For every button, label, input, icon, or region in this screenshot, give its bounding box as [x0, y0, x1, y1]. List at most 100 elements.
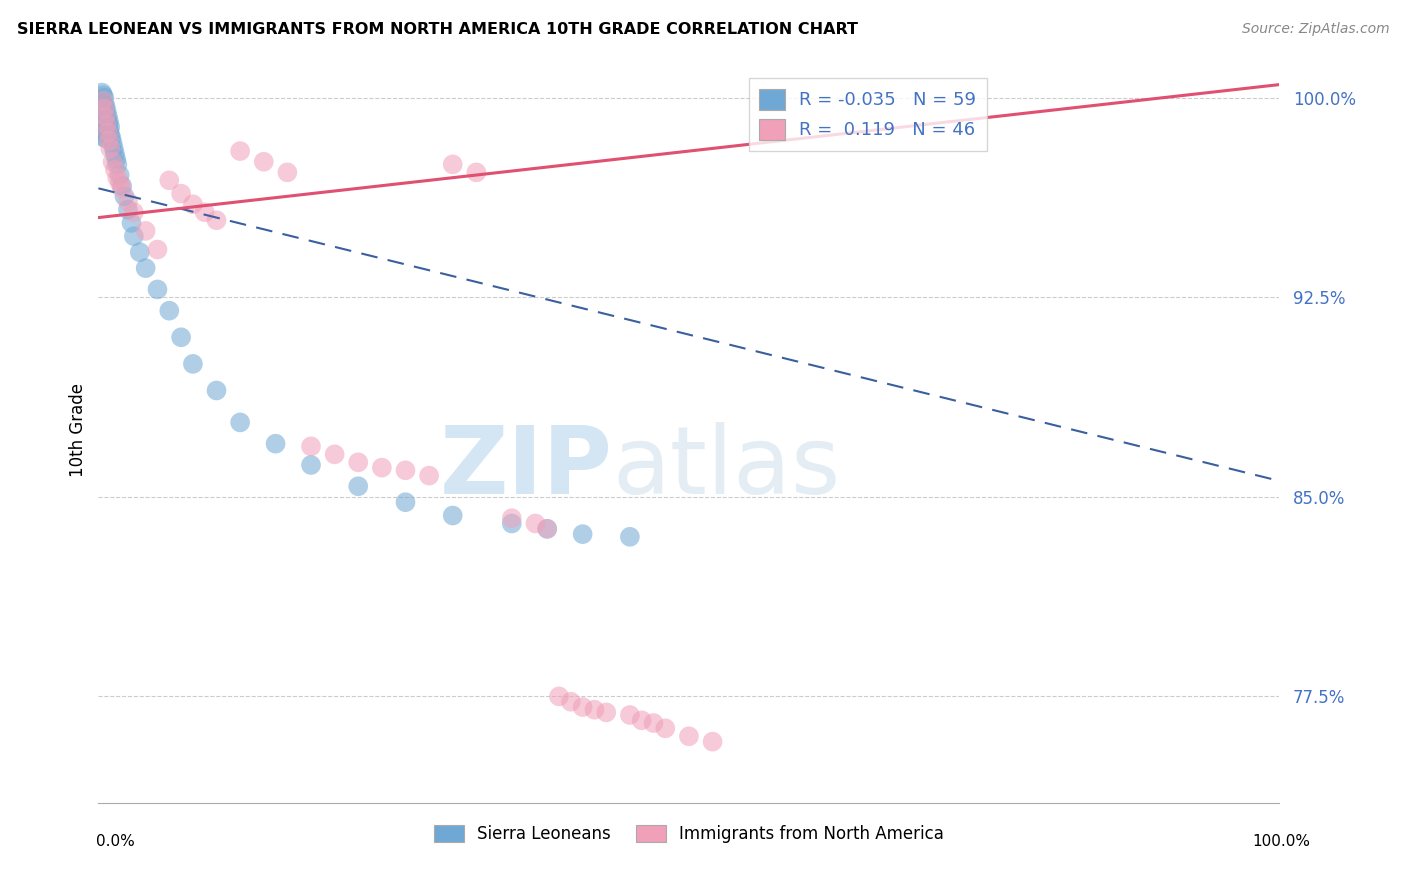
- Point: [98, 141, 121, 155]
- Point: [91, 94, 114, 108]
- Point: [619, 708, 641, 723]
- Point: [97, 125, 120, 139]
- Point: [205, 384, 228, 398]
- Point: [91, 96, 114, 111]
- Point: [135, 261, 157, 276]
- Point: [157, 173, 180, 187]
- Point: [98, 120, 121, 135]
- Point: [108, 176, 131, 190]
- Point: [105, 170, 128, 185]
- Point: [91, 86, 114, 100]
- Point: [122, 205, 145, 219]
- Point: [91, 104, 114, 119]
- Point: [441, 508, 464, 523]
- Point: [205, 213, 228, 227]
- Point: [501, 516, 523, 531]
- Point: [112, 189, 135, 203]
- Point: [91, 99, 114, 113]
- Point: [91, 94, 114, 108]
- Point: [94, 99, 117, 113]
- Point: [98, 128, 121, 142]
- Point: [548, 690, 571, 704]
- Point: [96, 112, 118, 127]
- Point: [371, 460, 394, 475]
- Point: [418, 468, 440, 483]
- Point: [146, 243, 169, 257]
- Point: [347, 455, 370, 469]
- Text: Source: ZipAtlas.com: Source: ZipAtlas.com: [1241, 22, 1389, 37]
- Point: [97, 110, 120, 124]
- Point: [394, 463, 416, 477]
- Point: [103, 141, 125, 155]
- Point: [157, 303, 180, 318]
- Point: [94, 110, 117, 124]
- Point: [94, 123, 117, 137]
- Point: [94, 107, 117, 121]
- Point: [276, 165, 298, 179]
- Point: [135, 224, 157, 238]
- Point: [323, 447, 346, 461]
- Point: [91, 88, 114, 103]
- Point: [702, 734, 724, 748]
- Point: [105, 157, 128, 171]
- Point: [170, 186, 193, 201]
- Point: [101, 136, 124, 150]
- Point: [229, 144, 252, 158]
- Point: [93, 115, 115, 129]
- Point: [93, 130, 115, 145]
- Point: [299, 458, 322, 472]
- Point: [108, 168, 131, 182]
- Point: [93, 123, 115, 137]
- Point: [264, 436, 287, 450]
- Point: [98, 133, 121, 147]
- Point: [96, 120, 118, 135]
- Point: [100, 130, 122, 145]
- Point: [93, 91, 115, 105]
- Point: [105, 152, 128, 166]
- Point: [524, 516, 547, 531]
- Point: [630, 714, 652, 728]
- Point: [583, 703, 606, 717]
- Point: [91, 107, 114, 121]
- Point: [194, 205, 217, 219]
- Point: [121, 216, 143, 230]
- Text: SIERRA LEONEAN VS IMMIGRANTS FROM NORTH AMERICA 10TH GRADE CORRELATION CHART: SIERRA LEONEAN VS IMMIGRANTS FROM NORTH …: [17, 22, 858, 37]
- Text: 0.0%: 0.0%: [96, 834, 135, 849]
- Point: [91, 112, 114, 127]
- Point: [571, 700, 593, 714]
- Point: [117, 202, 139, 217]
- Point: [394, 495, 416, 509]
- Point: [94, 130, 117, 145]
- Point: [104, 162, 127, 177]
- Point: [98, 115, 121, 129]
- Point: [98, 123, 121, 137]
- Text: 100.0%: 100.0%: [1253, 834, 1310, 849]
- Point: [595, 706, 617, 720]
- Point: [117, 194, 139, 209]
- Text: ZIP: ZIP: [439, 422, 612, 514]
- Legend: R = -0.035   N = 59, R =  0.119   N = 46: R = -0.035 N = 59, R = 0.119 N = 46: [748, 78, 987, 151]
- Point: [181, 357, 204, 371]
- Point: [97, 118, 120, 132]
- Point: [101, 154, 124, 169]
- Point: [441, 157, 464, 171]
- Point: [94, 115, 117, 129]
- Point: [571, 527, 593, 541]
- Point: [93, 102, 115, 116]
- Point: [347, 479, 370, 493]
- Point: [146, 282, 169, 296]
- Point: [111, 178, 134, 193]
- Point: [465, 165, 488, 179]
- Point: [536, 522, 558, 536]
- Point: [96, 104, 118, 119]
- Point: [96, 118, 118, 132]
- Point: [654, 721, 676, 735]
- Point: [104, 146, 127, 161]
- Point: [93, 107, 115, 121]
- Point: [170, 330, 193, 344]
- Point: [560, 695, 582, 709]
- Text: atlas: atlas: [612, 422, 841, 514]
- Point: [299, 439, 322, 453]
- Point: [128, 245, 150, 260]
- Point: [97, 125, 120, 139]
